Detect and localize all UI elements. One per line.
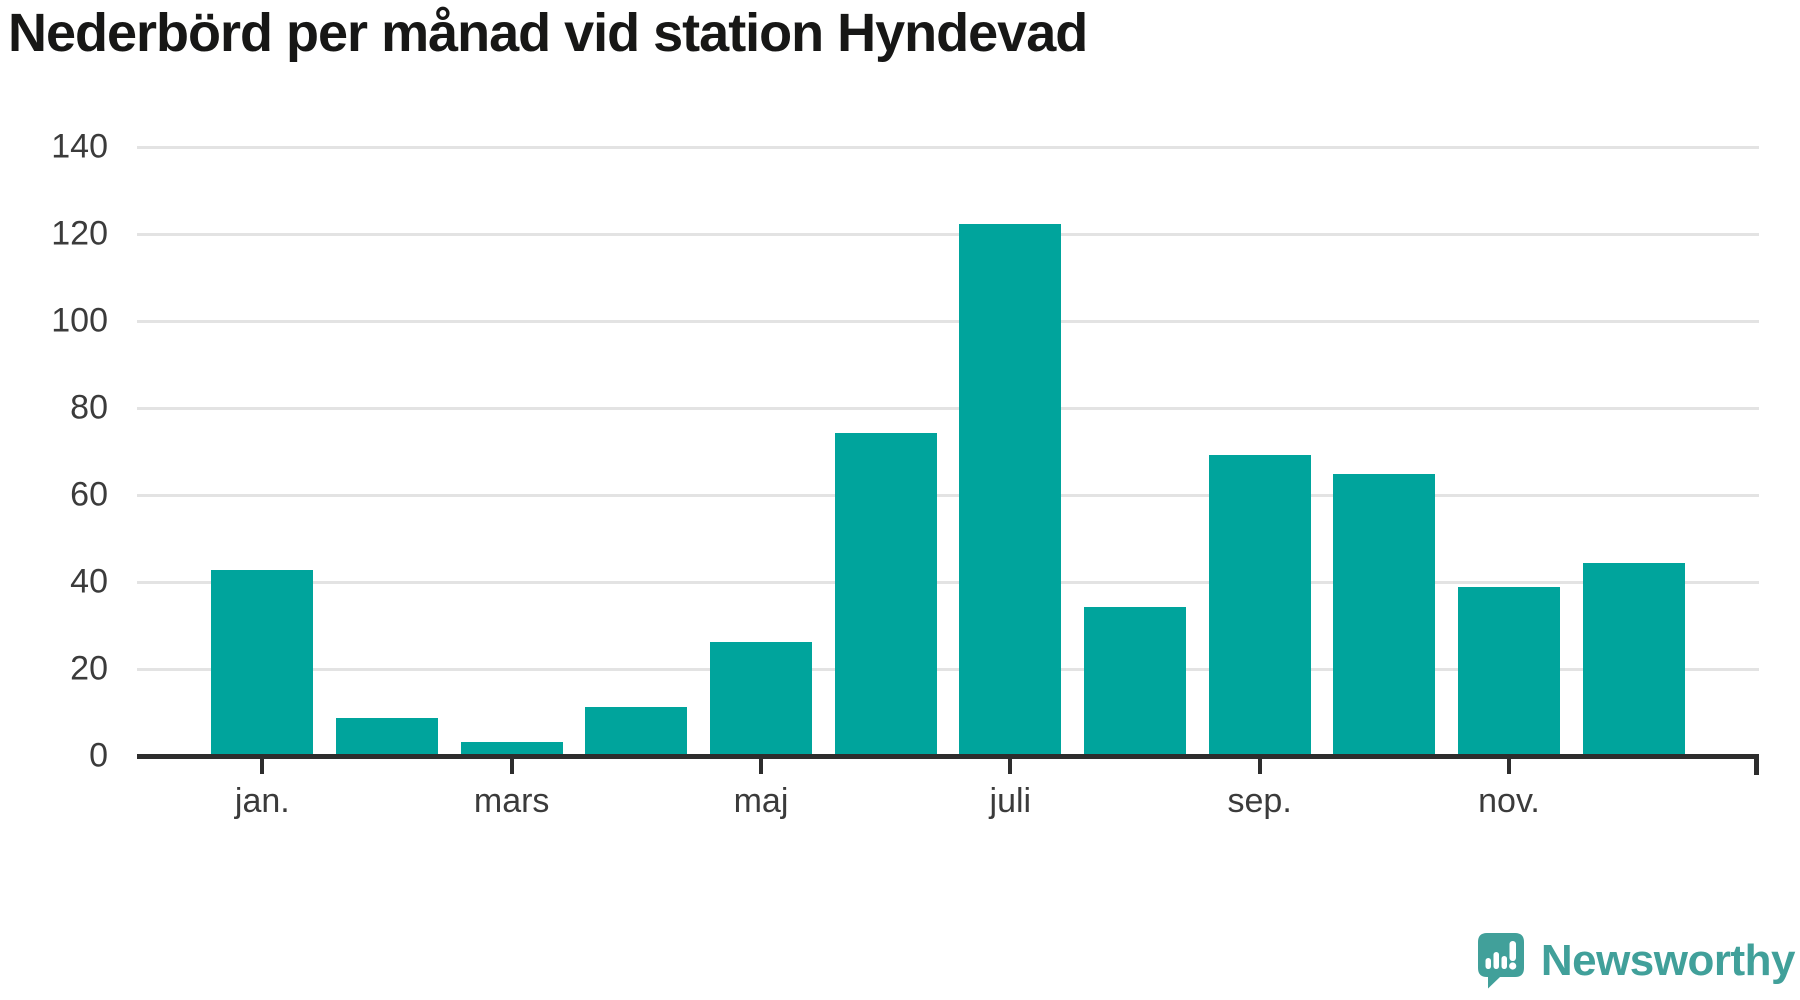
gridline-80 — [137, 407, 1759, 410]
x-axis-baseline — [137, 754, 1759, 759]
x-axis-tick-nov. — [1507, 758, 1511, 774]
mini-bar-1 — [1485, 958, 1491, 969]
x-axis-tick-jan. — [260, 758, 265, 774]
y-axis-tick-label: 0 — [89, 736, 108, 775]
bar-month-5 — [709, 641, 813, 757]
bar-month-3 — [460, 741, 563, 757]
x-axis-tick-label: nov. — [1478, 782, 1540, 820]
x-axis-tick-label: sep. — [1227, 782, 1292, 820]
x-axis-tick-label: maj — [733, 782, 789, 820]
gridline-100 — [137, 320, 1759, 323]
exclamation-stroke — [1509, 941, 1516, 961]
mini-bar-2 — [1493, 952, 1499, 969]
bar-month-9 — [1208, 454, 1311, 757]
newsworthy-logo-text: Newsworthy — [1540, 936, 1796, 985]
bar-month-12 — [1582, 563, 1685, 757]
x-axis-tick-maj — [759, 758, 763, 774]
gridline-40 — [137, 581, 1759, 584]
x-axis-tick-juli — [1008, 758, 1013, 774]
x-axis-tick-mars — [509, 758, 514, 774]
bar-month-8 — [1083, 606, 1187, 757]
bar-month-10 — [1333, 474, 1436, 757]
speech-bubble-shape — [1477, 933, 1524, 989]
x-axis-tick-label: jan. — [234, 782, 290, 820]
bar-chart-plot-area — [137, 146, 1759, 775]
bar-month-6 — [834, 432, 937, 757]
x-axis-end-tick — [1754, 755, 1759, 775]
gridline-120 — [137, 233, 1759, 236]
x-axis-tick-label: mars — [473, 782, 550, 820]
mini-bar-3 — [1501, 956, 1507, 969]
gridline-140 — [137, 146, 1759, 149]
y-axis-tick-label: 100 — [51, 301, 108, 340]
gridline-60 — [137, 494, 1759, 497]
exclamation-dot — [1508, 962, 1517, 970]
y-axis-tick-label: 120 — [51, 214, 108, 253]
y-axis-tick-label: 140 — [51, 127, 108, 166]
y-axis-tick-label: 60 — [70, 475, 108, 514]
bar-month-2 — [335, 717, 439, 757]
bar-month-1 — [211, 569, 314, 757]
bar-month-4 — [585, 706, 688, 757]
y-axis-tick-label: 20 — [70, 649, 108, 688]
x-axis-tick-label: juli — [989, 782, 1032, 820]
newsworthy-branding: Newsworthy — [1476, 926, 1796, 996]
gridline-20 — [137, 668, 1759, 671]
bar-month-11 — [1457, 587, 1561, 757]
y-axis-tick-label: 40 — [70, 562, 108, 601]
x-axis-tick-sep. — [1257, 758, 1262, 774]
newsworthy-logo-icon — [1477, 933, 1524, 989]
y-axis-tick-label: 80 — [70, 388, 108, 427]
chart-title: Nederbörd per månad vid station Hyndevad — [8, 3, 1088, 63]
bar-month-7 — [959, 224, 1062, 757]
